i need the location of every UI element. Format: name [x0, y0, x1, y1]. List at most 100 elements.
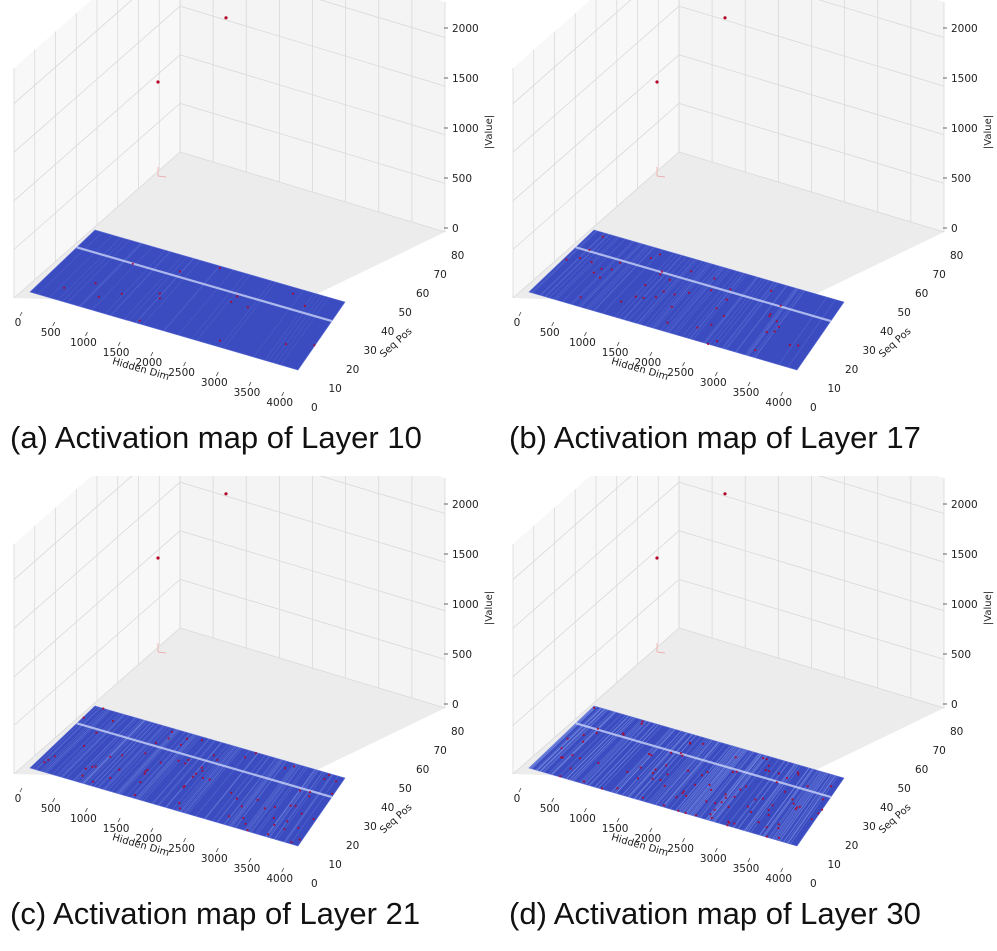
activation-streak: [780, 773, 829, 842]
activation-streak: [40, 708, 106, 772]
activation-point: [644, 283, 647, 287]
activation-streak: [82, 719, 145, 784]
grid-line: [13, 0, 133, 104]
chart-panel-b: 0 500 1000 1500 2000 2500 3000 3500 4000 Hidden D…: [499, 0, 997, 475]
y-tick-label: 10: [828, 383, 841, 395]
x-tick: [518, 311, 522, 317]
x-tick: [19, 311, 23, 317]
activation-streak: [183, 747, 239, 813]
activation-point: [775, 781, 778, 784]
activation-streak: [542, 709, 608, 773]
activation-point: [597, 761, 600, 765]
activation-streak: [787, 775, 836, 844]
activation-point: [230, 300, 233, 303]
x-tick: [518, 787, 522, 793]
activation-streak: [669, 743, 726, 810]
activation-streak: [280, 297, 330, 366]
activation-streak: [229, 759, 282, 827]
activation-point: [744, 785, 748, 788]
activation-point: [734, 756, 737, 759]
activation-point: [334, 780, 338, 783]
activation-streak: [44, 709, 109, 773]
activation-streak: [718, 756, 772, 824]
activation-point: [179, 743, 182, 746]
activation-streak: [545, 234, 610, 297]
activation-streak: [686, 272, 742, 339]
activation-streak: [212, 754, 266, 822]
z-axis-label: |Value|: [983, 115, 994, 149]
x-tick: [248, 381, 252, 387]
y-tick-label: 80: [950, 250, 963, 262]
grid-line: [319, 0, 446, 38]
activation-point: [283, 828, 286, 831]
activation-streak: [691, 749, 746, 816]
activation-streak: [104, 725, 166, 791]
activation-plane: [29, 229, 346, 371]
activation-streak: [759, 767, 810, 836]
activation-streak: [130, 732, 190, 798]
activation-streak: [283, 774, 333, 843]
activation-point: [187, 758, 190, 761]
activation-point: [710, 323, 713, 326]
activation-streak: [226, 758, 280, 826]
activation-streak: [234, 760, 287, 828]
activation-streak: [737, 761, 790, 829]
activation-point: [806, 785, 809, 788]
y-tick-label: 50: [399, 307, 412, 319]
activation-streak: [216, 756, 270, 823]
activation-streak: [244, 763, 297, 831]
grid-line: [319, 476, 446, 514]
activation-point: [178, 802, 181, 805]
activation-point: [654, 768, 657, 771]
activation-streak: [611, 727, 672, 793]
activation-streak: [691, 749, 747, 816]
activation-point: [761, 797, 764, 800]
activation-streak: [785, 774, 834, 843]
activation-point: [714, 802, 717, 805]
activation-point: [710, 816, 713, 819]
activation-streak: [588, 721, 650, 786]
activation-point: [92, 780, 95, 783]
activation-streak: [284, 774, 333, 843]
activation-streak: [223, 281, 276, 349]
activation-streak: [675, 745, 731, 811]
activation-point: [637, 777, 640, 780]
activation-streak: [762, 768, 813, 837]
activation-point: [144, 752, 147, 755]
y-tick-label: 80: [451, 726, 464, 738]
activation-point: [588, 248, 591, 251]
activation-point: [109, 755, 112, 758]
activation-point: [109, 776, 112, 779]
activation-streak: [228, 759, 281, 827]
y-tick-label: 0: [311, 402, 318, 414]
activation-point: [777, 772, 781, 775]
activation-streak: [783, 774, 832, 843]
activation-streak: [675, 745, 732, 811]
x-tick: [150, 827, 154, 833]
activation-streak: [706, 753, 761, 820]
x-tick: [714, 371, 718, 377]
activation-point: [651, 777, 654, 780]
activation-point: [592, 271, 595, 274]
activation-point: [713, 277, 716, 280]
activation-point: [724, 793, 727, 796]
activation-streak: [654, 739, 712, 805]
activation-streak: [536, 707, 602, 771]
activation-point: [785, 776, 788, 780]
activation-streak: [137, 734, 196, 800]
activation-point: [298, 838, 301, 841]
activation-streak: [612, 728, 673, 793]
x-tick-label: 0: [514, 317, 521, 329]
activation-point: [777, 823, 780, 826]
z-axis-label: |Value|: [983, 591, 994, 625]
activation-streak: [570, 240, 634, 305]
activation-streak: [565, 715, 629, 779]
activation-streak: [708, 754, 763, 821]
activation-point: [559, 775, 562, 778]
activation-streak: [80, 243, 143, 307]
activation-streak: [778, 296, 828, 365]
y-tick-label: 20: [346, 840, 359, 852]
activation-point: [690, 270, 693, 273]
activation-streak: [779, 773, 829, 842]
